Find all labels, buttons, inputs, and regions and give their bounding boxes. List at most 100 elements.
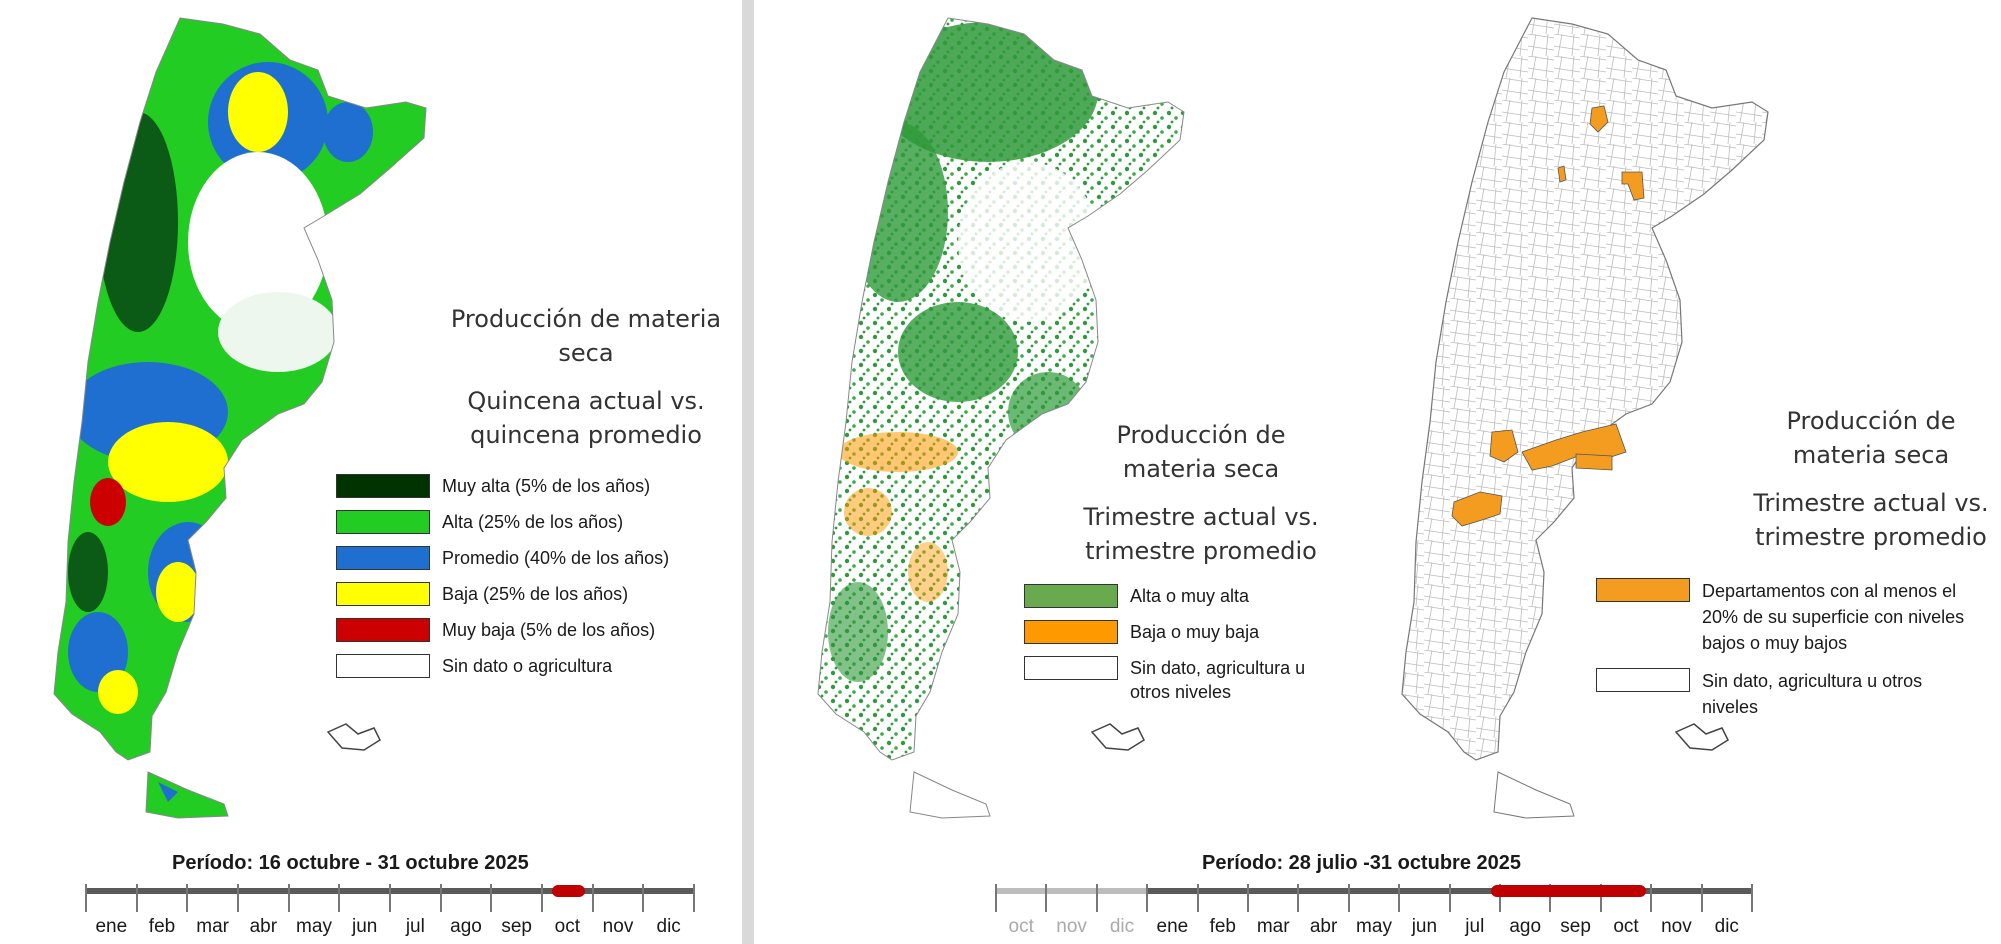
- legend-item-departamentos: Departamentos con al menos el 20% de su …: [1596, 578, 1996, 656]
- timeline-month-label: dic: [1109, 916, 1135, 937]
- timeline-month-label: nov: [1661, 916, 1692, 937]
- timeline-tick: [1599, 884, 1602, 912]
- middle-title-line-2: materia seca: [1122, 455, 1280, 483]
- right-title: Producción de materia seca Trimestre act…: [1741, 404, 2001, 554]
- timeline-bar-previous-year: [996, 888, 1148, 894]
- right-timeline: oct nov dic ene feb mar abr may jun jul ago sep oct n…: [995, 884, 1753, 938]
- timeline-month-label: dic: [656, 916, 681, 937]
- left-subtitle-line-1: Quincena actual vs.: [467, 387, 705, 415]
- timeline-tick: [1499, 884, 1501, 912]
- timeline-tick: [1095, 884, 1098, 912]
- timeline-month-label: jun: [351, 916, 378, 937]
- map-argentina-quincena: [53, 17, 427, 819]
- legend-label: Baja o muy baja: [1130, 622, 1260, 642]
- timeline-tick: [1146, 884, 1149, 912]
- right-subtitle-line-2: trimestre promedio: [1755, 523, 1987, 551]
- legend-label: Alta (25% de los años): [442, 512, 624, 532]
- timeline-highlight: [1491, 885, 1647, 897]
- legend-label: Alta o muy alta: [1130, 586, 1250, 606]
- timeline-month-label: feb: [1209, 916, 1237, 937]
- timeline-tick: [237, 884, 239, 912]
- legend-label: Sin dato o agricultura: [442, 656, 613, 676]
- timeline-month-label: nov: [1056, 916, 1087, 937]
- timeline-month-label: sep: [501, 916, 532, 937]
- legend-item-sin-dato: Sin dato, agricultura u otros niveles: [1596, 668, 1996, 720]
- timeline-tick: [287, 884, 290, 912]
- timeline-tick: [338, 884, 341, 912]
- panel-trimestre: Producción de materia seca Trimestre act…: [756, 0, 2001, 944]
- legend-label: Departamentos con al menos el 20% de su …: [1702, 581, 1965, 653]
- timeline-month-label: may: [1356, 916, 1392, 937]
- timeline-month-label: ago: [1509, 916, 1542, 937]
- legend-swatch: [336, 474, 430, 498]
- timeline-tick: [1196, 884, 1199, 912]
- legend-label: Promedio (40% de los años): [442, 548, 670, 568]
- timeline-tick: [693, 884, 695, 912]
- legend-label: Baja (25% de los años): [442, 584, 629, 604]
- legend-item-promedio: Promedio (40% de los años): [336, 546, 669, 570]
- middle-subtitle-line-1: Trimestre actual vs.: [1083, 503, 1319, 531]
- timeline-tick: [1247, 884, 1249, 912]
- legend-item-alta-o-muy-alta: Alta o muy alta: [1024, 584, 1324, 608]
- left-period-label: Período: 16 octubre - 31 octubre 2025: [172, 852, 529, 874]
- legend-swatch: [1024, 584, 1118, 608]
- middle-title-line-1: Producción de: [1116, 421, 1286, 449]
- timeline-tick: [490, 884, 493, 912]
- timeline-tick: [1751, 884, 1753, 912]
- timeline-month-label: nov: [602, 916, 634, 937]
- legend-swatch: [336, 546, 430, 570]
- panel-quincena: Producción de materia seca Quincena actu…: [0, 0, 740, 944]
- timeline-tick: [1650, 884, 1653, 912]
- right-period-label: Período: 28 julio -31 octubre 2025: [1202, 852, 1521, 874]
- legend-item-muy-baja: Muy baja (5% de los años): [336, 618, 669, 642]
- timeline-month-label: oct: [1613, 916, 1639, 937]
- timeline-month-label: abr: [1309, 916, 1338, 937]
- timeline-month-label: jul: [1465, 916, 1485, 937]
- left-subtitle-line-2: quincena promedio: [470, 421, 702, 449]
- legend-item-alta: Alta (25% de los años): [336, 510, 669, 534]
- map-argentina-trimestre-pixels: [817, 17, 1185, 819]
- right-title-line-2: materia seca: [1792, 441, 1950, 469]
- timeline-tick: [389, 884, 391, 912]
- middle-subtitle-line-2: trimestre promedio: [1085, 537, 1317, 565]
- left-timeline: ene feb mar abr may jun jul ago sep oct nov dic: [85, 884, 695, 938]
- timeline-tick: [1398, 884, 1401, 912]
- timeline-tick: [591, 884, 594, 912]
- legend-label: Sin dato, agricultura u otros niveles: [1130, 658, 1306, 702]
- timeline-tick: [186, 884, 189, 912]
- timeline-month-label: jun: [1411, 916, 1438, 937]
- timeline-tick: [1700, 884, 1703, 912]
- timeline-month-label: mar: [196, 916, 230, 937]
- legend-label: Muy baja (5% de los años): [442, 620, 656, 640]
- legend-swatch: [1024, 656, 1118, 680]
- timeline-month-label: sep: [1560, 916, 1591, 937]
- legend-swatch: [336, 510, 430, 534]
- legend-label: Sin dato, agricultura u otros niveles: [1702, 671, 1923, 717]
- timeline-month-label: ene: [95, 916, 128, 937]
- timeline-tick: [1347, 884, 1350, 912]
- middle-title: Producción de materia seca Trimestre act…: [1066, 418, 1336, 568]
- timeline-month-label: dic: [1714, 916, 1739, 937]
- left-title: Producción de materia seca Quincena actu…: [436, 302, 736, 452]
- panel-divider: [742, 0, 754, 944]
- timeline-tick: [1297, 884, 1300, 912]
- legend-swatch: [1596, 668, 1690, 692]
- timeline-tick: [1549, 884, 1552, 912]
- legend-item-sin-dato: Sin dato o agricultura: [336, 654, 669, 678]
- timeline-month-label: may: [296, 916, 332, 937]
- timeline-tick: [541, 884, 543, 912]
- timeline-month-label: mar: [1256, 916, 1290, 937]
- legend-item-muy-alta: Muy alta (5% de los años): [336, 474, 669, 498]
- timeline-tick: [1448, 884, 1451, 912]
- timeline-month-label: oct: [554, 916, 581, 937]
- legend-label: Muy alta (5% de los años): [442, 476, 651, 496]
- right-subtitle-line-1: Trimestre actual vs.: [1753, 489, 1989, 517]
- legend-item-baja-o-muy-baja: Baja o muy baja: [1024, 620, 1324, 644]
- timeline-tick: [85, 884, 87, 912]
- timeline-month-label: oct: [1008, 916, 1034, 937]
- right-legend: Departamentos con al menos el 20% de su …: [1596, 578, 1996, 732]
- timeline-month-label: feb: [148, 916, 176, 937]
- legend-item-baja: Baja (25% de los años): [336, 582, 669, 606]
- timeline-month-label: ago: [450, 916, 482, 937]
- middle-legend: Alta o muy alta Baja o muy baja Sin dato…: [1024, 584, 1324, 716]
